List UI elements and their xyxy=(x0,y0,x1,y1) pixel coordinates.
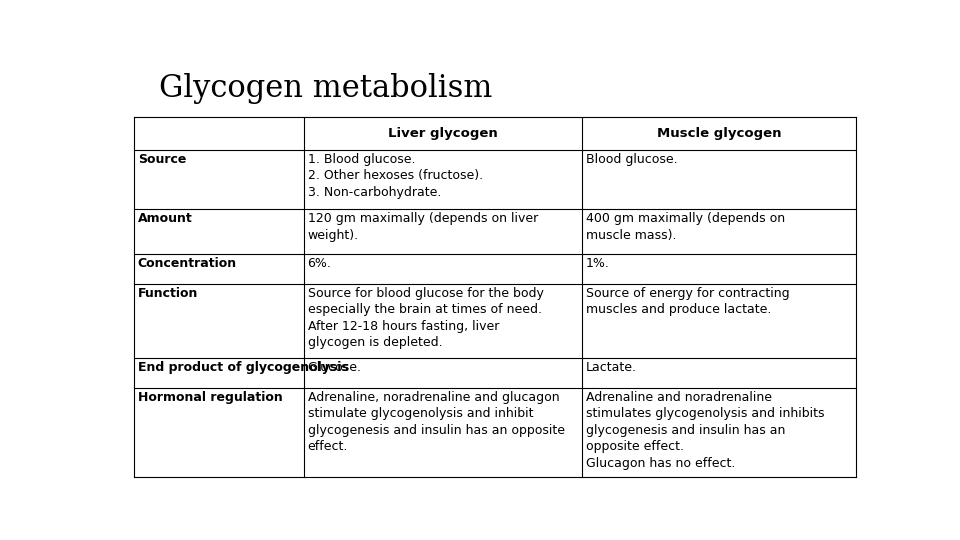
Text: 1. Blood glucose.
2. Other hexoses (fructose).
3. Non-carbohydrate.: 1. Blood glucose. 2. Other hexoses (fruc… xyxy=(307,153,483,199)
Text: Glycogen metabolism: Glycogen metabolism xyxy=(158,72,492,104)
Text: 400 gm maximally (depends on
muscle mass).: 400 gm maximally (depends on muscle mass… xyxy=(586,212,784,242)
Text: Glucose.: Glucose. xyxy=(307,361,362,374)
Text: Source of energy for contracting
muscles and produce lactate.: Source of energy for contracting muscles… xyxy=(586,287,789,316)
Text: Blood glucose.: Blood glucose. xyxy=(586,153,677,166)
Text: 6%.: 6%. xyxy=(307,257,331,270)
Text: Adrenaline, noradrenaline and glucagon
stimulate glycogenolysis and inhibit
glyc: Adrenaline, noradrenaline and glucagon s… xyxy=(307,390,564,453)
Text: Source for blood glucose for the body
especially the brain at times of need.
Aft: Source for blood glucose for the body es… xyxy=(307,287,543,349)
Text: 1%.: 1%. xyxy=(586,257,610,270)
Text: Liver glycogen: Liver glycogen xyxy=(388,127,497,140)
Text: Muscle glycogen: Muscle glycogen xyxy=(657,127,781,140)
Text: Hormonal regulation: Hormonal regulation xyxy=(138,390,282,404)
Text: Function: Function xyxy=(138,287,198,300)
Text: Amount: Amount xyxy=(138,212,193,225)
Text: End product of glycogenolysis: End product of glycogenolysis xyxy=(138,361,348,374)
Text: Lactate.: Lactate. xyxy=(586,361,636,374)
Text: Adrenaline and noradrenaline
stimulates glycogenolysis and inhibits
glycogenesis: Adrenaline and noradrenaline stimulates … xyxy=(586,390,824,470)
Text: Source: Source xyxy=(138,153,186,166)
Text: Concentration: Concentration xyxy=(138,257,237,270)
Text: 120 gm maximally (depends on liver
weight).: 120 gm maximally (depends on liver weigh… xyxy=(307,212,538,242)
